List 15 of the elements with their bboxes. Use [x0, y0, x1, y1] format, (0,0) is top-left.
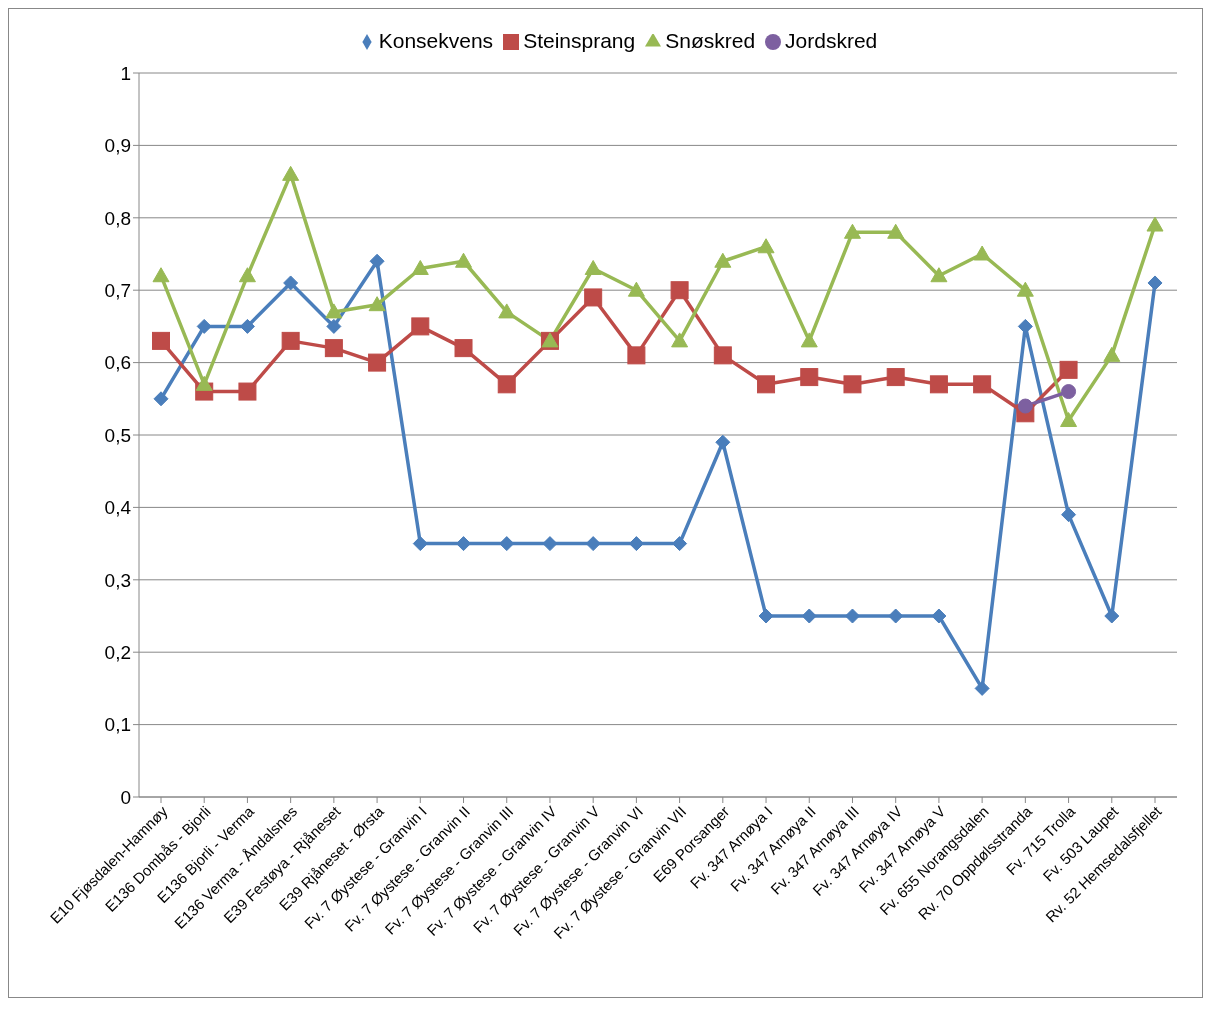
y-tick-label: 0,3 — [104, 569, 131, 591]
y-tick-label: 0 — [120, 786, 131, 808]
legend-label: Steinsprang — [523, 29, 636, 52]
legend-label: Jordskred — [785, 29, 878, 52]
y-tick-label: 0,5 — [104, 424, 131, 446]
legend-label: Snøskred — [665, 29, 756, 52]
legend-label: Konsekvens — [378, 29, 494, 52]
y-tick-label: 0,1 — [104, 714, 131, 736]
y-tick-label: 0,9 — [104, 135, 131, 157]
y-tick-label: 0,4 — [104, 497, 132, 519]
y-tick-label: 0,7 — [104, 279, 131, 301]
y-tick-label: 0,8 — [104, 207, 131, 229]
y-tick-label: 1 — [120, 62, 131, 84]
y-tick-label: 0,6 — [104, 352, 131, 374]
y-tick-label: 0,2 — [104, 641, 131, 663]
